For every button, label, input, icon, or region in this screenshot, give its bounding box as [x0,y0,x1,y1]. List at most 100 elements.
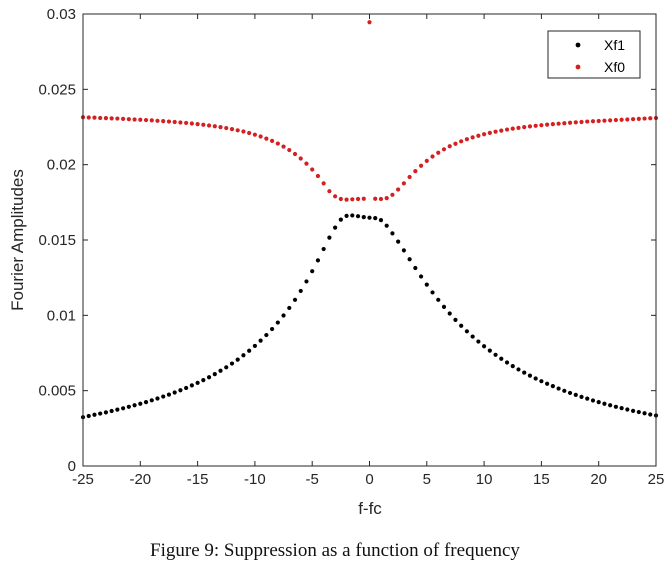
y-axis-ticks: 0 0.005 0.01 0.015 0.02 0.025 0.03 [38,6,656,475]
data-point-xf0 [527,124,533,129]
data-point-xf1 [550,384,555,389]
data-point-xf0 [298,156,303,161]
data-point-xf0 [602,118,607,123]
legend-label-xf1: Xf1 [604,37,625,53]
data-point-xf1 [218,368,223,373]
data-point-xf1 [264,332,269,338]
data-point-xf0 [510,126,515,131]
data-point-xf1 [636,409,641,415]
data-point-xf0 [625,117,630,122]
data-point-xf0 [436,150,441,155]
x-tick-label: -5 [306,471,319,488]
data-point-xf1 [401,248,406,253]
data-point-xf1 [275,320,280,325]
data-point-xf0 [121,116,126,121]
data-point-xf0 [344,197,349,202]
data-point-xf1 [258,338,263,343]
data-point-xf1 [562,388,567,393]
data-point-xf0 [590,119,596,124]
data-point-xf0 [166,119,172,124]
data-point-xf0 [143,117,149,123]
data-point-xf0 [315,173,321,179]
data-point-xf1 [373,216,378,221]
data-point-xf0 [338,196,343,202]
data-point-xf1 [269,326,275,332]
data-point-xf1 [115,407,120,412]
data-point-xf0 [178,120,183,125]
y-tick-label: 0.03 [47,6,76,23]
data-point-xf0 [361,196,366,201]
data-point-xf1 [287,305,292,311]
data-point-xf1 [476,339,481,344]
data-point-xf0 [407,174,412,180]
data-point-xf1 [436,297,441,302]
legend-label-xf0: Xf0 [604,59,625,75]
data-point-xf0 [264,136,269,141]
data-point-xf1 [189,383,194,388]
chart: -25 -20 -15 -10 -5 0 5 10 15 20 25 0 0.005 0.01 0.015… [8,6,664,518]
x-tick-label: 5 [423,471,431,488]
legend-marker-xf0 [575,64,581,70]
x-tick-label: -15 [187,471,209,488]
data-point-xf0 [103,116,109,121]
data-point-xf0 [252,132,257,137]
data-point-xf1 [642,411,647,416]
plot-frame [82,13,657,467]
data-point-xf1 [625,407,630,412]
data-point-xf0 [585,119,590,124]
data-point-xf0 [218,125,223,130]
data-point-xf1 [224,365,229,370]
data-point-xf1 [121,406,126,411]
series-xf0 [80,20,659,202]
legend-box [547,30,641,79]
data-point-xf0 [333,194,338,199]
data-point-xf0 [487,130,492,135]
data-point-xf0 [350,197,355,202]
data-point-xf1 [184,385,189,391]
data-point-xf1 [390,231,395,236]
data-point-xf0 [533,123,538,128]
data-point-xf1 [344,213,349,218]
x-tick-label: -25 [72,471,94,488]
data-point-xf1 [527,373,533,378]
data-point-xf1 [378,218,384,223]
data-point-xf0 [224,125,229,131]
data-point-xf0 [636,116,641,121]
data-point-xf1 [504,360,510,365]
data-point-xf0 [550,122,555,127]
data-point-xf0 [384,196,389,201]
data-point-xf0 [367,20,372,25]
data-point-xf1 [315,258,321,263]
data-point-xf0 [195,122,200,127]
data-point-xf1 [172,390,177,395]
data-point-xf0 [92,115,97,120]
data-point-xf1 [453,317,458,322]
data-point-xf0 [138,117,143,122]
data-point-xf0 [235,128,240,133]
data-point-xf0 [281,144,286,149]
data-point-xf1 [441,304,447,309]
data-point-xf0 [206,123,212,128]
data-point-xf1 [126,404,131,409]
data-point-xf1 [361,214,366,220]
data-point-xf0 [241,129,246,134]
data-point-xf0 [269,138,275,143]
data-point-xf0 [327,189,332,194]
data-point-xf0 [464,137,470,142]
data-point-xf0 [413,169,418,174]
data-point-xf1 [482,344,487,349]
data-point-xf1 [533,376,538,381]
data-point-xf0 [648,116,653,121]
data-point-xf0 [522,125,527,130]
data-point-xf1 [304,279,309,284]
data-point-xf1 [510,364,515,369]
data-point-xf1 [155,396,160,401]
data-point-xf1 [602,401,607,406]
data-point-xf0 [441,147,447,152]
x-tick-label: 15 [533,471,550,488]
data-point-xf1 [424,282,429,287]
data-point-xf1 [178,388,183,393]
series-xf1 [80,213,659,420]
data-point-xf1 [430,290,435,295]
data-point-xf1 [86,413,91,419]
